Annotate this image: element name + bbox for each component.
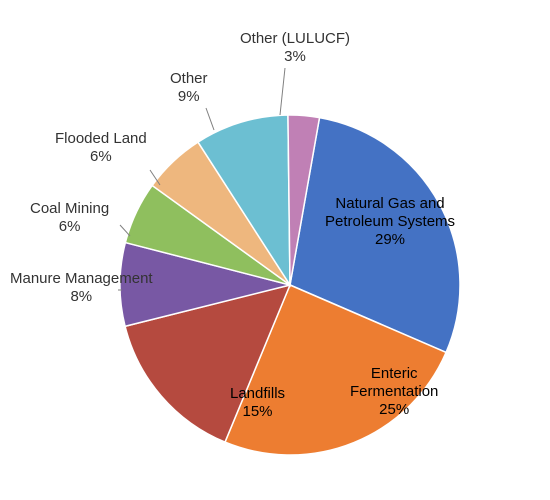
leader-other_lulucf [280,68,285,115]
leader-other [206,108,214,130]
pie-chart: Natural Gas and Petroleum Systems 29%Ent… [0,0,550,500]
pie-svg [0,0,550,500]
